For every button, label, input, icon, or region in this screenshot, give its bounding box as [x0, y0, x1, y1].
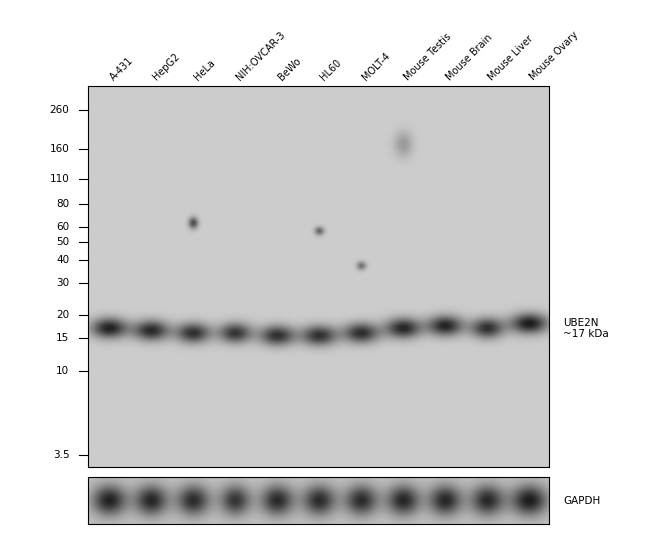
Text: 160: 160 [49, 144, 70, 154]
Text: 80: 80 [56, 199, 70, 209]
Text: A-431: A-431 [109, 55, 136, 82]
Text: BeWo: BeWo [276, 56, 303, 82]
Text: NIH:OVCAR-3: NIH:OVCAR-3 [235, 29, 287, 82]
Text: 15: 15 [56, 334, 70, 344]
Text: 110: 110 [49, 174, 70, 184]
Text: Mouse Liver: Mouse Liver [486, 33, 535, 82]
Text: Mouse Ovary: Mouse Ovary [528, 30, 580, 82]
Text: 40: 40 [56, 255, 70, 265]
Text: MOLT-4: MOLT-4 [361, 51, 392, 82]
Text: Mouse Testis: Mouse Testis [402, 31, 453, 82]
Text: GAPDH: GAPDH [563, 496, 601, 506]
Text: HeLa: HeLa [192, 58, 217, 82]
Text: HL60: HL60 [318, 57, 343, 82]
Text: 3.5: 3.5 [53, 450, 70, 460]
Text: Mouse Brain: Mouse Brain [445, 32, 494, 82]
Text: 60: 60 [56, 223, 70, 233]
Text: HepG2: HepG2 [151, 52, 181, 82]
Text: 50: 50 [56, 237, 70, 247]
Text: 20: 20 [56, 310, 70, 320]
Text: UBE2N
~17 kDa: UBE2N ~17 kDa [563, 317, 609, 339]
Text: 30: 30 [56, 278, 70, 288]
Text: 10: 10 [56, 366, 70, 376]
Text: 260: 260 [49, 105, 70, 115]
